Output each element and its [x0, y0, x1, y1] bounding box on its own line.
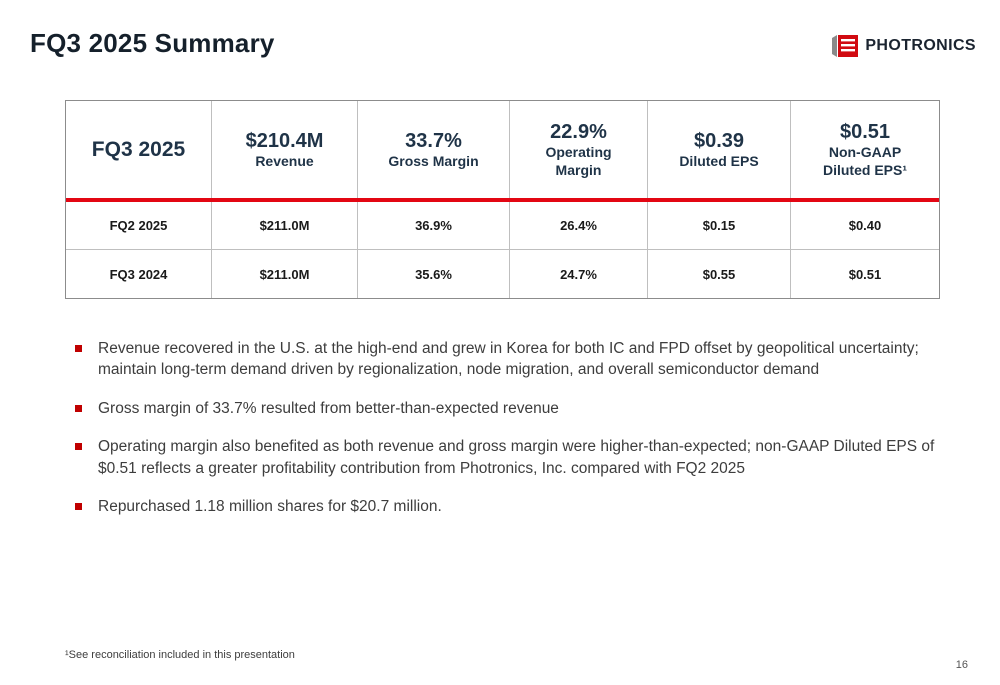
- photronics-logo-icon: [832, 35, 859, 57]
- row-label-cell: FQ3 2024: [66, 250, 211, 298]
- header-value: 22.9%: [550, 121, 607, 143]
- cell-value: $0.40: [848, 218, 882, 233]
- cell-value: 24.7%: [560, 266, 597, 282]
- cell-value: 26.4%: [560, 218, 597, 233]
- table-row-fq2-2025: FQ2 2025 $211.0M 36.9% 26.4% $0.15 $0.40: [66, 202, 939, 250]
- header-label: Diluted EPS: [679, 152, 759, 169]
- list-item: Repurchased 1.18 million shares for $20.…: [75, 496, 955, 517]
- header-row-label: FQ3 2025: [91, 137, 186, 161]
- table-header-row: FQ3 2025 $210.4M Revenue 33.7% Gross Mar…: [66, 101, 939, 202]
- bullet-icon: [75, 443, 82, 451]
- bullet-text: Gross margin of 33.7% resulted from bett…: [98, 399, 559, 417]
- header-value: $210.4M: [245, 129, 324, 152]
- header-row-label-cell: FQ3 2025: [66, 101, 211, 198]
- cell-diluted-eps: $0.55: [647, 250, 790, 298]
- header-cell-gross-margin: 33.7% Gross Margin: [357, 101, 509, 198]
- footnote: ¹See reconciliation included in this pre…: [65, 649, 295, 661]
- photronics-logo: PHOTRONICS: [832, 34, 976, 58]
- row-label-cell: FQ2 2025: [66, 202, 211, 249]
- header-label: Gross Margin: [388, 152, 479, 169]
- cell-value: 35.6%: [415, 266, 452, 282]
- bullet-icon: [75, 502, 82, 510]
- cell-diluted-eps: $0.15: [647, 202, 790, 249]
- cell-non-gaap-eps: $0.51: [790, 250, 939, 298]
- bullet-text: Revenue recovered in the U.S. at the hig…: [98, 340, 919, 379]
- cell-value: $211.0M: [259, 218, 310, 233]
- cell-value: $0.55: [702, 266, 736, 282]
- cell-non-gaap-eps: $0.40: [790, 202, 939, 249]
- bullet-text: Operating margin also benefited as both …: [98, 438, 935, 477]
- bullet-text: Repurchased 1.18 million shares for $20.…: [98, 497, 442, 515]
- page-number: 16: [955, 659, 968, 671]
- cell-revenue: $211.0M: [211, 250, 357, 298]
- photronics-logo-text: PHOTRONICS: [865, 37, 976, 54]
- row-label: FQ2 2025: [109, 218, 168, 233]
- cell-revenue: $211.0M: [211, 202, 357, 249]
- cell-operating-margin: 26.4%: [509, 202, 647, 249]
- bullet-list: Revenue recovered in the U.S. at the hig…: [75, 338, 955, 517]
- cell-value: 36.9%: [415, 218, 452, 233]
- cell-operating-margin: 24.7%: [509, 250, 647, 298]
- cell-gross-margin: 36.9%: [357, 202, 509, 249]
- header-cell-diluted-eps: $0.39 Diluted EPS: [647, 101, 790, 198]
- cell-gross-margin: 35.6%: [357, 250, 509, 298]
- header-label: Operating Margin: [545, 144, 612, 178]
- list-item: Operating margin also benefited as both …: [75, 436, 955, 479]
- cell-value: $211.0M: [259, 266, 310, 282]
- list-item: Gross margin of 33.7% resulted from bett…: [75, 398, 955, 419]
- bullet-icon: [75, 404, 82, 412]
- summary-table: FQ3 2025 $210.4M Revenue 33.7% Gross Mar…: [65, 100, 940, 299]
- list-item: Revenue recovered in the U.S. at the hig…: [75, 338, 955, 381]
- header-label: Revenue: [255, 152, 314, 169]
- bullet-icon: [75, 345, 82, 352]
- row-label: FQ3 2024: [109, 266, 168, 282]
- header-cell-revenue: $210.4M Revenue: [211, 101, 357, 198]
- header-label: Non-GAAP Diluted EPS¹: [822, 144, 907, 178]
- header-cell-non-gaap-eps: $0.51 Non-GAAP Diluted EPS¹: [790, 101, 939, 198]
- cell-value: $0.51: [848, 266, 882, 282]
- header-cell-operating-margin: 22.9% Operating Margin: [509, 101, 647, 198]
- header-value: $0.39: [693, 129, 745, 152]
- table-row-fq3-2024: FQ3 2024 $211.0M 35.6% 24.7% $0.55 $0.51: [66, 250, 939, 298]
- header-value: $0.51: [839, 121, 891, 143]
- page-title: FQ3 2025 Summary: [30, 28, 275, 58]
- cell-value: $0.15: [702, 218, 736, 233]
- header-value: 33.7%: [405, 129, 462, 152]
